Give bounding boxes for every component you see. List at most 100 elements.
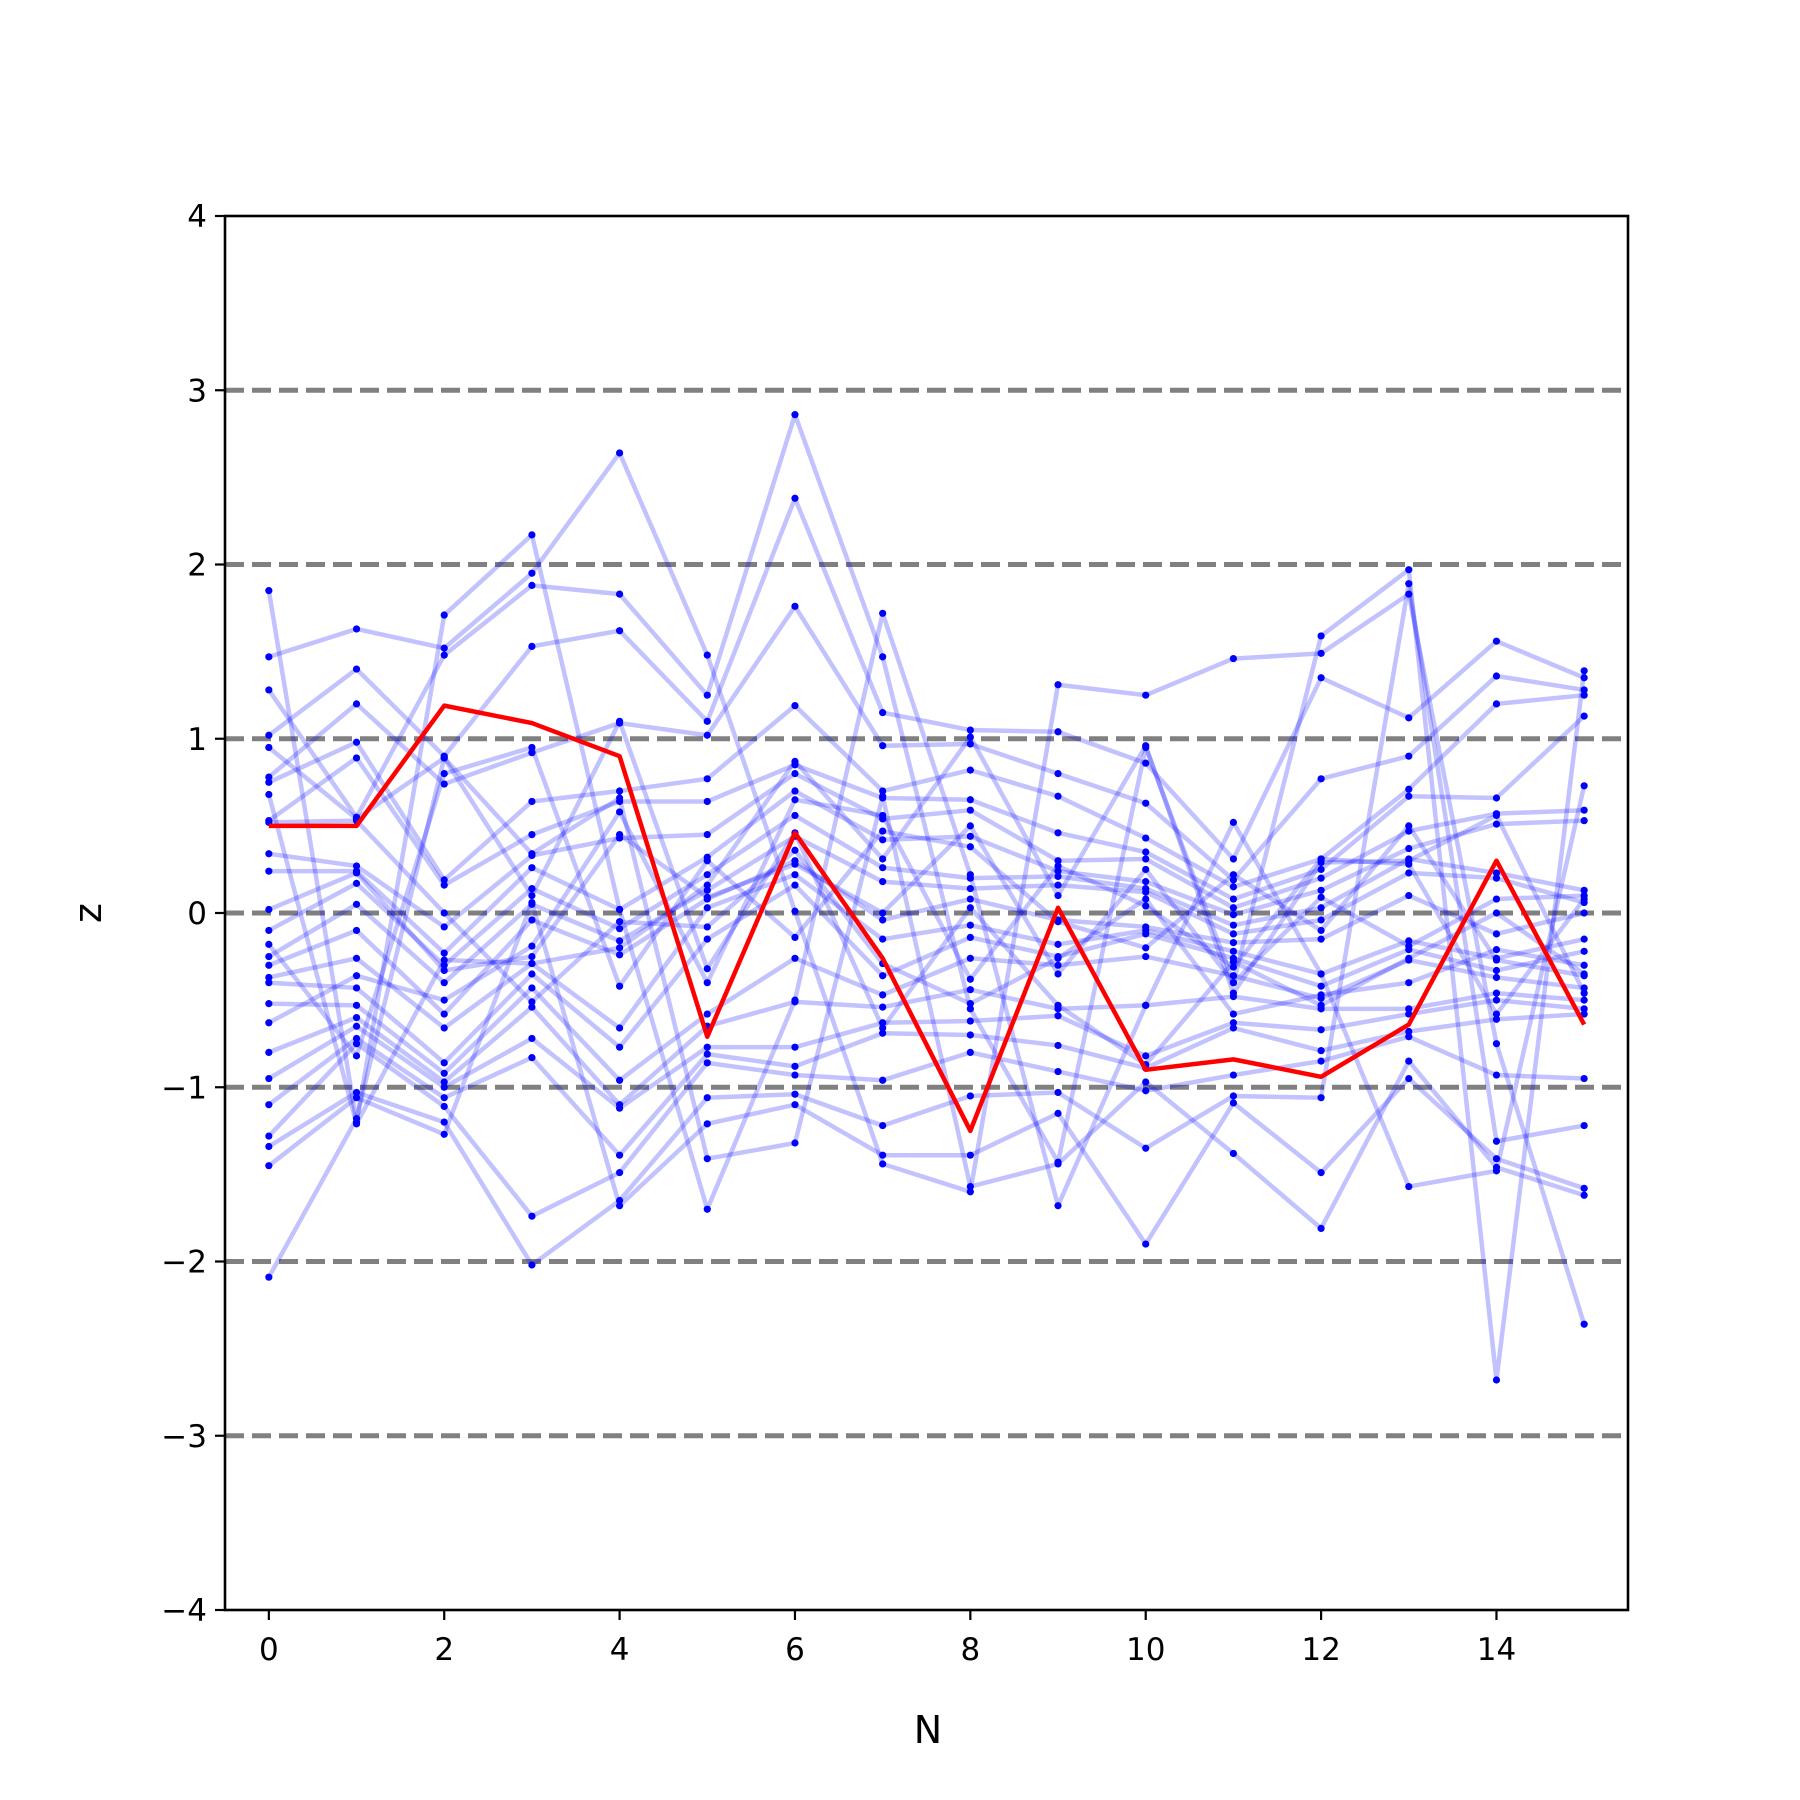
data-point (441, 949, 448, 956)
data-point (1054, 1160, 1061, 1167)
data-point (1317, 855, 1324, 862)
data-point (1581, 909, 1588, 916)
data-point (1054, 829, 1061, 836)
data-point (704, 871, 711, 878)
data-point (1142, 1145, 1149, 1152)
data-point (791, 770, 798, 777)
data-point (1405, 1075, 1412, 1082)
data-point (441, 956, 448, 963)
data-point (1054, 1110, 1061, 1117)
data-point (1493, 1164, 1500, 1171)
data-point (1317, 887, 1324, 894)
data-point (1142, 902, 1149, 909)
data-point (791, 847, 798, 854)
data-point (1581, 948, 1588, 955)
data-point (1317, 1225, 1324, 1232)
data-point (1230, 939, 1237, 946)
data-point (1581, 997, 1588, 1004)
data-point (1317, 775, 1324, 782)
data-point (791, 934, 798, 941)
data-point (441, 1084, 448, 1091)
data-point (1317, 1002, 1324, 1009)
data-point (353, 927, 360, 934)
data-point (441, 967, 448, 974)
data-point (265, 1019, 272, 1026)
data-point (791, 861, 798, 868)
data-point (1581, 990, 1588, 997)
data-point (1142, 834, 1149, 841)
data-point (1054, 955, 1061, 962)
data-point (528, 984, 535, 991)
data-point (967, 1092, 974, 1099)
data-point (1581, 807, 1588, 814)
data-point (967, 1017, 974, 1024)
data-point (704, 732, 711, 739)
data-point (265, 686, 272, 693)
data-point (1054, 970, 1061, 977)
data-point (1230, 990, 1237, 997)
data-point (616, 794, 623, 801)
data-point (1230, 911, 1237, 918)
data-point (704, 775, 711, 782)
data-point (967, 885, 974, 892)
data-point (353, 700, 360, 707)
data-point (353, 1014, 360, 1021)
data-point (967, 895, 974, 902)
data-point (879, 1003, 886, 1010)
data-point (1054, 1042, 1061, 1049)
data-point (441, 997, 448, 1004)
data-point (441, 645, 448, 652)
data-point (879, 828, 886, 835)
data-point (1054, 1002, 1061, 1009)
data-point (704, 1206, 711, 1213)
data-point (353, 625, 360, 632)
data-point (528, 582, 535, 589)
data-point (967, 1031, 974, 1038)
data-point (616, 1077, 623, 1084)
data-point (528, 643, 535, 650)
data-point (528, 899, 535, 906)
data-point (1493, 1040, 1500, 1047)
x-tick-label: 10 (1126, 1632, 1165, 1668)
data-point (616, 925, 623, 932)
data-point (1493, 638, 1500, 645)
data-point (1230, 979, 1237, 986)
data-point (1317, 1026, 1324, 1033)
trace-lines (269, 415, 1584, 1380)
data-point (1493, 1071, 1500, 1078)
data-point (879, 916, 886, 923)
data-point (791, 603, 798, 610)
data-point (967, 726, 974, 733)
data-point (879, 1122, 886, 1129)
data-point (265, 962, 272, 969)
data-point (1054, 882, 1061, 889)
data-point (1142, 1240, 1149, 1247)
data-point (1405, 580, 1412, 587)
data-point (967, 1152, 974, 1159)
data-point (1317, 970, 1324, 977)
data-point (704, 857, 711, 864)
data-point (441, 754, 448, 761)
data-point (791, 812, 798, 819)
data-point (1405, 786, 1412, 793)
data-point (1317, 936, 1324, 943)
data-point (1054, 1068, 1061, 1075)
reference-lines (225, 390, 1628, 1436)
data-point (616, 627, 623, 634)
data-point (1142, 866, 1149, 873)
data-point (616, 787, 623, 794)
data-point (879, 610, 886, 617)
data-point (441, 1119, 448, 1126)
data-point (879, 1160, 886, 1167)
data-point (616, 1152, 623, 1159)
data-point (441, 770, 448, 777)
data-point (1054, 1202, 1061, 1209)
data-point (879, 1152, 886, 1159)
y-tick-label: 4 (187, 199, 207, 235)
data-point (1581, 962, 1588, 969)
data-point (791, 908, 798, 915)
data-point (791, 882, 798, 889)
data-point (1405, 793, 1412, 800)
data-point (967, 1000, 974, 1007)
data-point (879, 972, 886, 979)
